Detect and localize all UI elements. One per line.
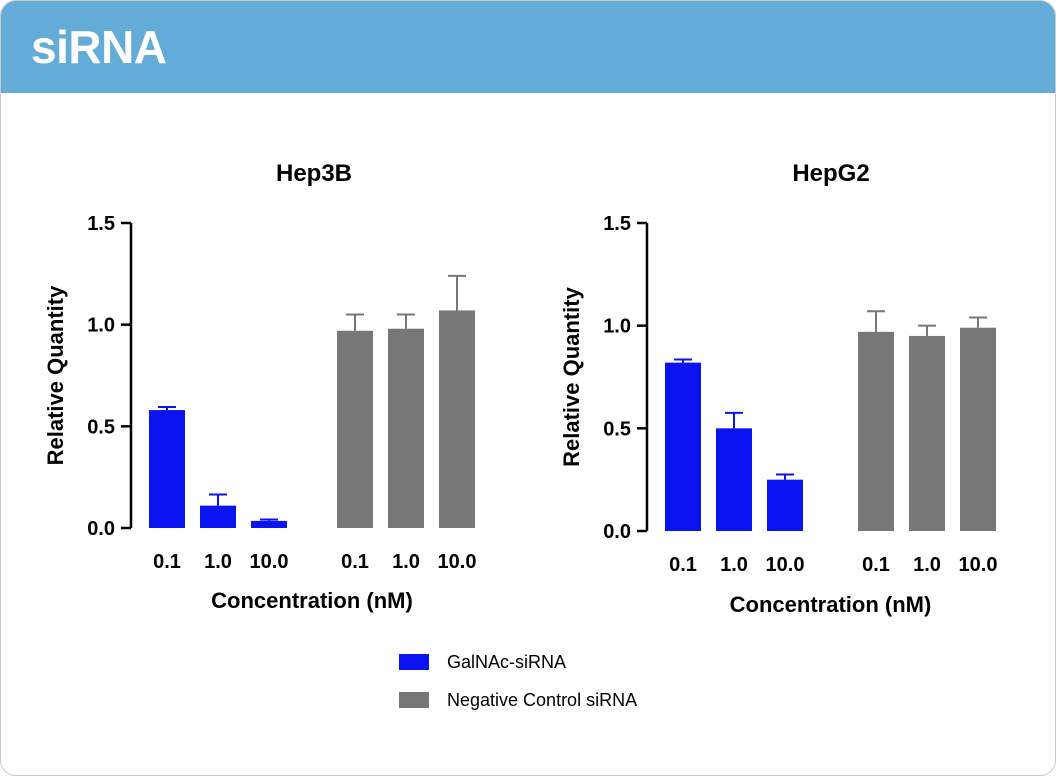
x-axis-label: Concentration (nM) bbox=[211, 588, 413, 613]
x-tick-label: 0.1 bbox=[153, 551, 181, 573]
legend-label-galnac: GalNAc-siRNA bbox=[447, 652, 567, 672]
bar bbox=[909, 335, 945, 531]
x-tick-label: 1.0 bbox=[913, 554, 941, 576]
y-tick-label: 0.5 bbox=[87, 416, 115, 438]
bar bbox=[388, 328, 424, 528]
bar bbox=[716, 428, 752, 531]
y-tick-label: 0.0 bbox=[87, 518, 115, 540]
legend-label-control: Negative Control siRNA bbox=[447, 690, 638, 710]
x-tick-label: 10.0 bbox=[438, 551, 477, 573]
x-tick-label: 10.0 bbox=[766, 554, 805, 576]
header-banner: siRNA bbox=[1, 1, 1055, 93]
x-tick-label: 1.0 bbox=[392, 551, 420, 573]
x-tick-label: 0.1 bbox=[669, 554, 697, 576]
x-tick-label: 1.0 bbox=[204, 551, 232, 573]
x-tick-label: 0.1 bbox=[862, 554, 890, 576]
legend-swatch-control bbox=[399, 692, 429, 708]
x-tick-label: 0.1 bbox=[341, 551, 369, 573]
bar bbox=[439, 310, 475, 528]
y-axis-label: Relative Quantity bbox=[559, 286, 584, 466]
x-axis-label: Concentration (nM) bbox=[730, 592, 932, 617]
bar bbox=[337, 330, 373, 528]
y-tick-label: 0.0 bbox=[603, 521, 631, 543]
bar bbox=[200, 505, 236, 528]
bar bbox=[665, 362, 701, 531]
page-title: siRNA bbox=[31, 21, 167, 73]
y-tick-label: 0.5 bbox=[603, 418, 631, 440]
legend-swatch-galnac bbox=[399, 654, 429, 670]
bar bbox=[960, 327, 996, 531]
x-tick-label: 10.0 bbox=[250, 551, 289, 573]
chart-title: HepG2 bbox=[792, 160, 869, 187]
y-axis-label: Relative Quantity bbox=[43, 285, 68, 465]
x-tick-label: 10.0 bbox=[959, 554, 998, 576]
bar bbox=[858, 331, 894, 531]
y-tick-label: 1.5 bbox=[87, 213, 115, 235]
y-tick-label: 1.0 bbox=[87, 315, 115, 337]
bar bbox=[251, 520, 287, 528]
y-tick-label: 1.0 bbox=[603, 316, 631, 338]
chart-hep3b: Hep3B 0.0 0.5 1.0 1.5 Relative Quantity 0.1 1.0… bbox=[43, 160, 476, 613]
chart-hepg2: HepG2 0.0 0.5 1.0 1.5 Relative Quantity 0.1 1.0… bbox=[559, 160, 997, 617]
x-tick-label: 1.0 bbox=[720, 554, 748, 576]
bar bbox=[149, 410, 185, 528]
chart-title: Hep3B bbox=[276, 160, 352, 187]
y-tick-label: 1.5 bbox=[603, 213, 631, 235]
bar bbox=[767, 479, 803, 531]
